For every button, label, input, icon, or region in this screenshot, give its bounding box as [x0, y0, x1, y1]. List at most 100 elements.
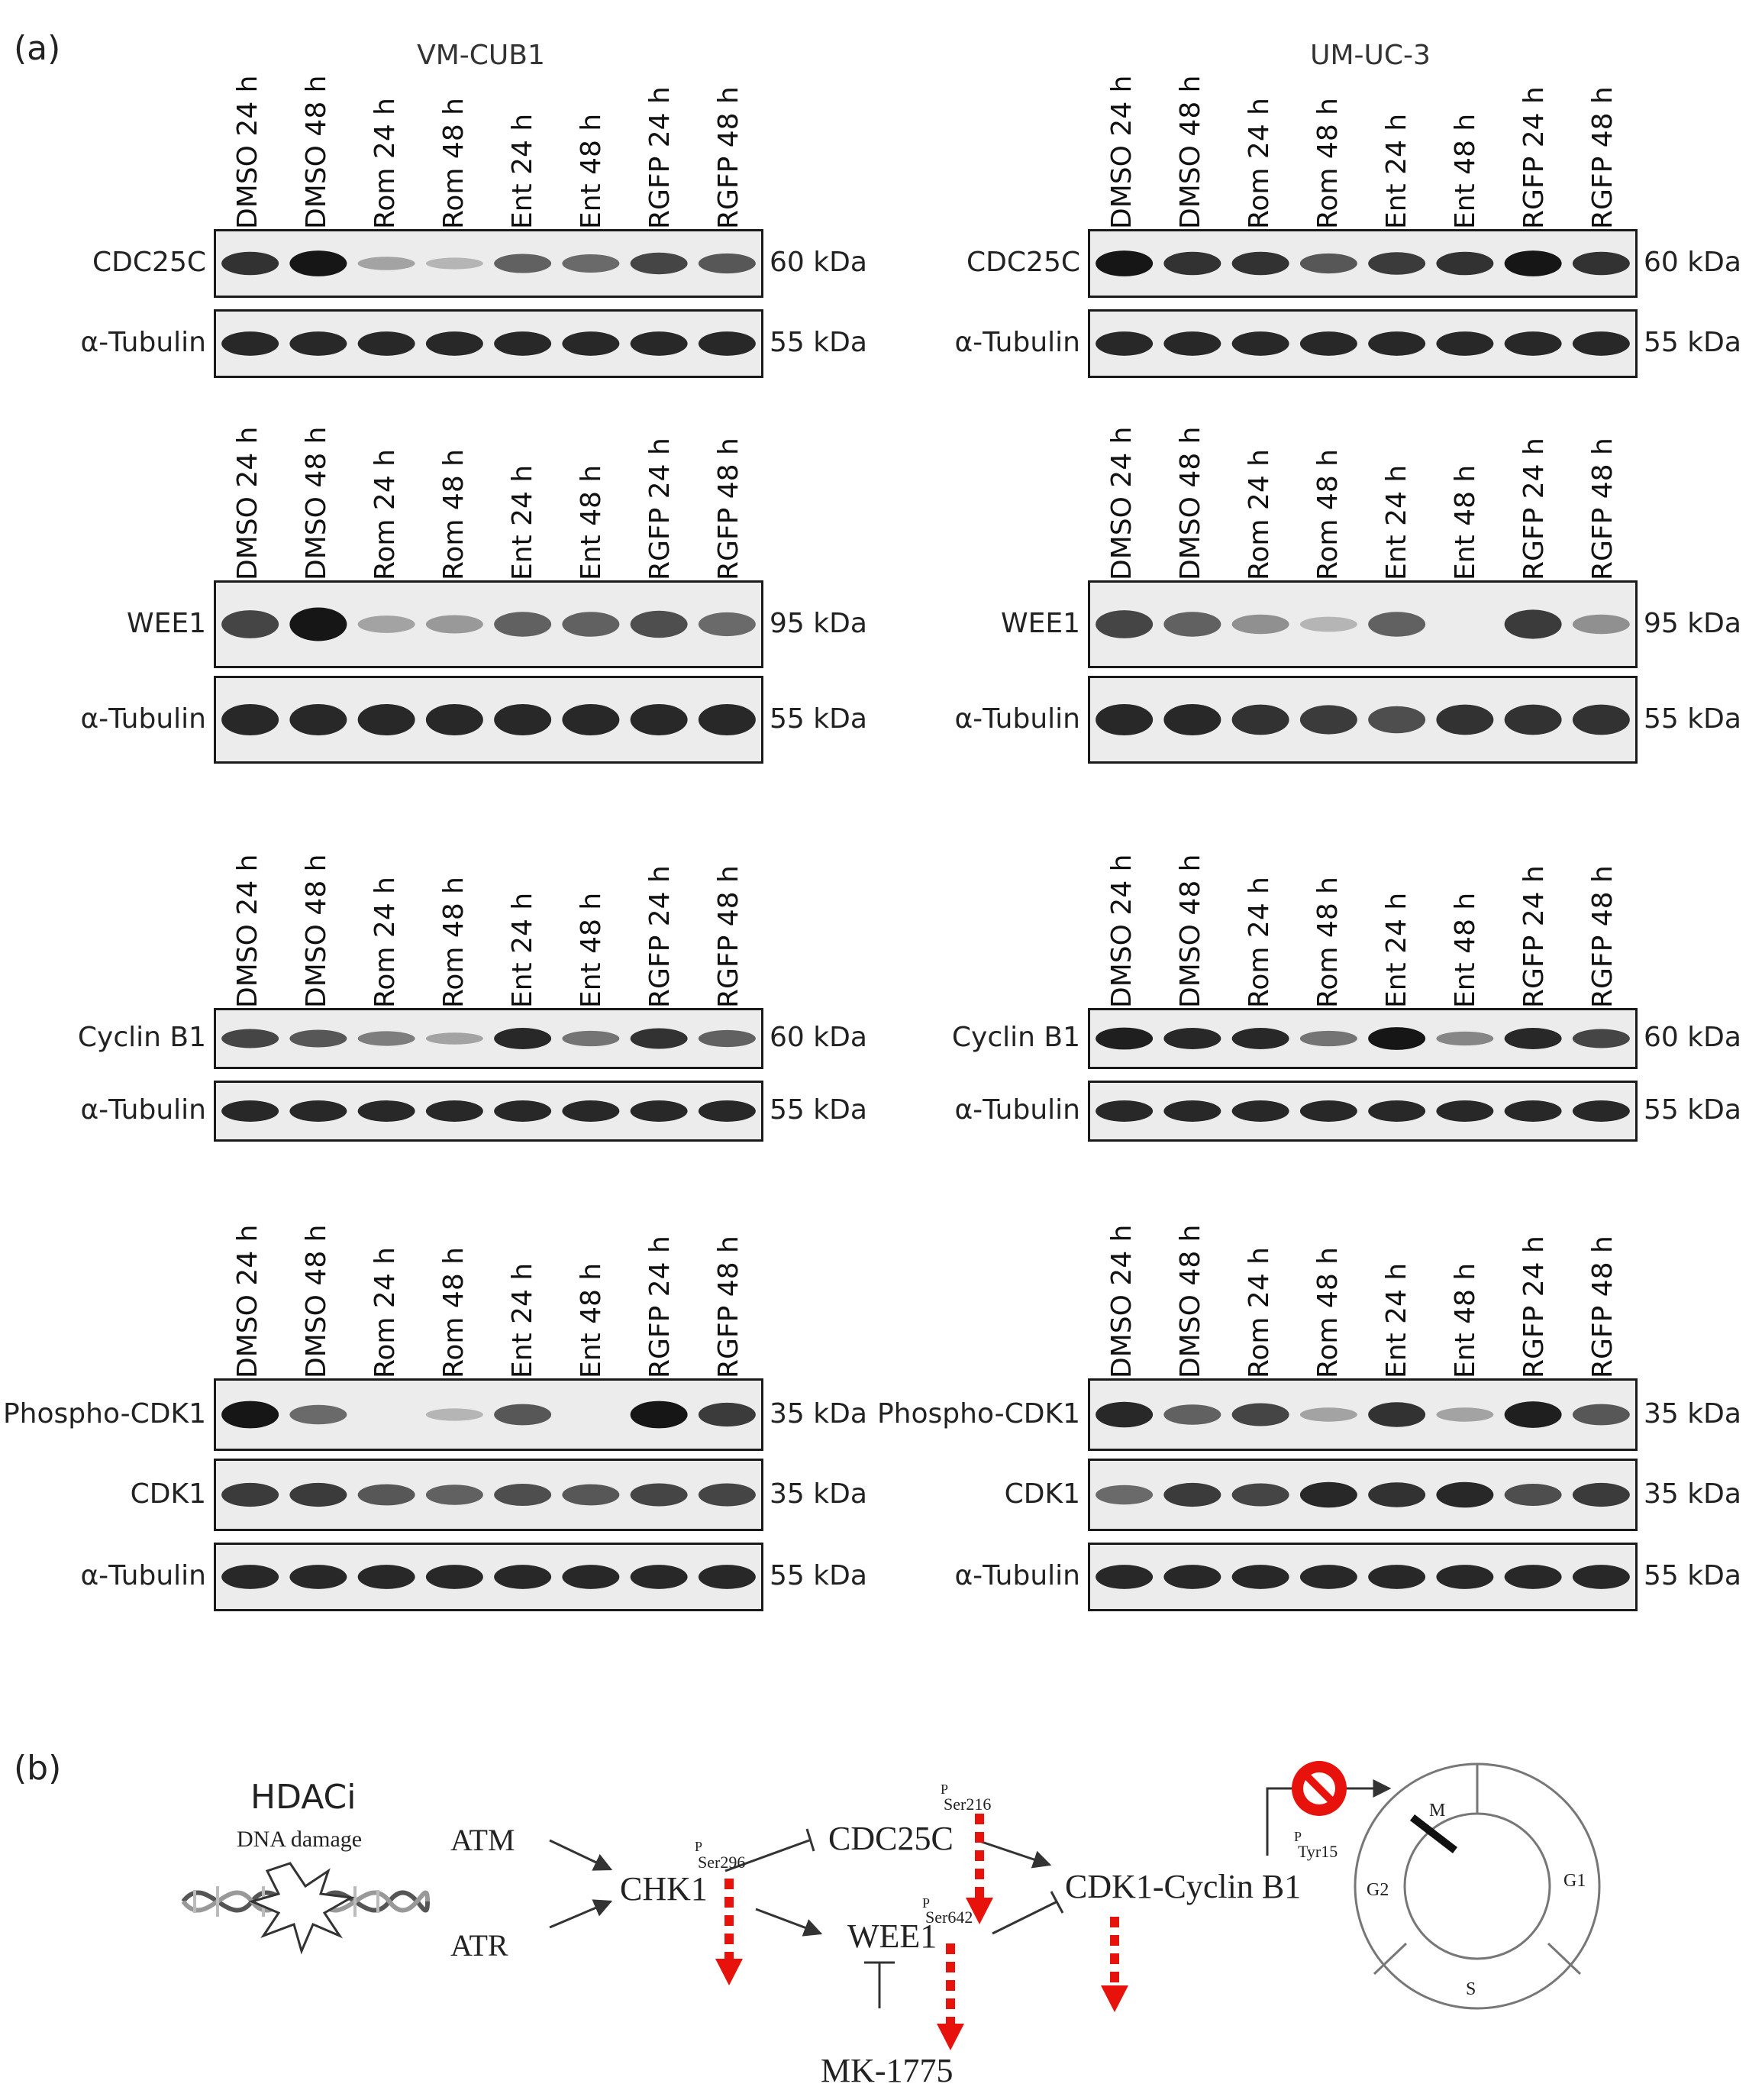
- blot-band: [1231, 1565, 1289, 1589]
- lane-label: Rom 24 h: [1244, 1246, 1275, 1378]
- blot-band: [1368, 1100, 1426, 1122]
- blot-band: [494, 1028, 552, 1049]
- blot-bands: [221, 1401, 756, 1429]
- dna-damage-label: DNA damage: [237, 1827, 363, 1852]
- lane-labels: DMSO 24 h DMSO 48 h Rom 24 h Rom 48 h Ent 24…: [1088, 809, 1638, 1008]
- lane-label: Ent 48 h: [576, 464, 607, 580]
- lane-label: Rom 48 h: [1312, 1246, 1344, 1378]
- blot-band: [1163, 1100, 1221, 1122]
- blot-band: [1572, 1482, 1630, 1507]
- molecular-weight-label: 55 kDa: [1644, 327, 1741, 358]
- protein-label: α-Tubulin: [954, 1094, 1080, 1126]
- blot-strip: [214, 229, 763, 298]
- blot-band: [1436, 1031, 1494, 1046]
- blot-band: [357, 1484, 415, 1506]
- blot-band: [698, 253, 756, 274]
- molecular-weight-label: 35 kDa: [770, 1397, 867, 1430]
- blot-band: [425, 615, 483, 634]
- lane-label: Ent 48 h: [1450, 464, 1481, 580]
- blot-band: [425, 331, 483, 356]
- dna-helix-icon: [181, 1862, 430, 1955]
- blot-strip: [1088, 1543, 1638, 1611]
- blot-band: [630, 252, 688, 275]
- blot-band: [698, 331, 756, 356]
- lane-label: RGFP 48 h: [713, 86, 744, 229]
- lane-label: Ent 48 h: [576, 892, 607, 1008]
- lane-label: Ent 24 h: [1381, 113, 1412, 229]
- blot-band: [1368, 1402, 1426, 1427]
- blot-band: [1299, 1100, 1357, 1122]
- protein-label: Cyclin B1: [951, 1022, 1080, 1053]
- protein-label: α-Tubulin: [80, 703, 206, 735]
- blot-band: [221, 610, 279, 638]
- lane-label: DMSO 24 h: [232, 426, 263, 580]
- blot-band: [1096, 1027, 1154, 1050]
- blot-band: [1096, 331, 1154, 356]
- phase-g1-label: G1: [1563, 1871, 1586, 1891]
- blot-bands: [221, 703, 756, 736]
- blot-band: [1368, 1565, 1426, 1589]
- blot-band: [289, 1482, 347, 1507]
- blot-band: [698, 703, 756, 736]
- lane-label: DMSO 48 h: [1175, 1224, 1206, 1378]
- blot-strip: [214, 1543, 763, 1611]
- blot-band: [1231, 1028, 1289, 1049]
- blot-band: [1299, 331, 1357, 356]
- blot-band: [1163, 1482, 1221, 1507]
- blot-band: [630, 1100, 688, 1122]
- protein-label: α-Tubulin: [80, 1094, 206, 1126]
- blot-band: [357, 703, 415, 736]
- blot-bands: [221, 607, 756, 641]
- lane-label: RGFP 24 h: [644, 438, 676, 580]
- blot-band: [1163, 331, 1221, 356]
- blot-band: [221, 1029, 279, 1048]
- blot-band: [289, 1404, 347, 1425]
- blot-bands: [1096, 1027, 1630, 1050]
- blot-strip: [1088, 1378, 1638, 1451]
- lane-label: RGFP 24 h: [1518, 438, 1550, 580]
- phase-m-label: M: [1429, 1801, 1446, 1821]
- atr-label: ATR: [450, 1928, 508, 1963]
- blot-band: [425, 1485, 483, 1505]
- blot-band: [1504, 1565, 1562, 1589]
- protein-label: CDC25C: [92, 247, 206, 278]
- protein-label: α-Tubulin: [80, 1560, 206, 1591]
- ser296-label: Ser296: [698, 1853, 746, 1872]
- lane-label: DMSO 24 h: [1106, 75, 1137, 229]
- blot-band: [289, 250, 347, 276]
- blot-band: [698, 1029, 756, 1048]
- blot-band: [1163, 612, 1221, 637]
- protein-label: α-Tubulin: [954, 1560, 1080, 1591]
- lane-label: Ent 48 h: [1450, 1262, 1481, 1378]
- blot-strip: [214, 1459, 763, 1531]
- wee1-inhibits-cdk1: [992, 1900, 1058, 1935]
- molecular-weight-label: 95 kDa: [1644, 607, 1741, 639]
- atm-to-chk1-arrow: [549, 1839, 613, 1871]
- cdk1-cyclin-b1-label: CDK1-Cyclin B1: [1065, 1868, 1302, 1905]
- blot-bands: [221, 331, 756, 356]
- blot-bands: [1096, 1401, 1630, 1428]
- molecular-weight-label: 60 kDa: [1644, 1022, 1741, 1053]
- blot-bands: [1096, 1481, 1630, 1508]
- protein-label: WEE1: [1001, 607, 1080, 639]
- blot-band: [221, 703, 279, 736]
- blot-bands: [1096, 331, 1630, 356]
- blot-band: [357, 1031, 415, 1046]
- lane-labels: DMSO 24 h DMSO 48 h Rom 24 h Rom 48 h Ent 24…: [214, 31, 763, 229]
- lane-label: DMSO 24 h: [1106, 854, 1137, 1008]
- molecular-weight-label: 35 kDa: [1644, 1397, 1741, 1430]
- blot-strip: [1088, 580, 1638, 668]
- molecular-weight-label: 55 kDa: [770, 327, 867, 358]
- blot-band: [1096, 250, 1154, 276]
- blot-band: [1096, 1100, 1154, 1122]
- blot-band: [1299, 705, 1357, 735]
- blot-band: [562, 612, 620, 637]
- blot-band: [494, 703, 552, 736]
- phase-s-label: S: [1466, 1979, 1476, 1999]
- blot-band: [562, 1030, 620, 1047]
- tyr15-label: Tyr15: [1298, 1842, 1338, 1861]
- lane-label: DMSO 48 h: [1175, 75, 1206, 229]
- molecular-weight-label: 60 kDa: [770, 1022, 867, 1053]
- blot-strip: [214, 1008, 763, 1069]
- molecular-weight-label: 55 kDa: [770, 703, 867, 735]
